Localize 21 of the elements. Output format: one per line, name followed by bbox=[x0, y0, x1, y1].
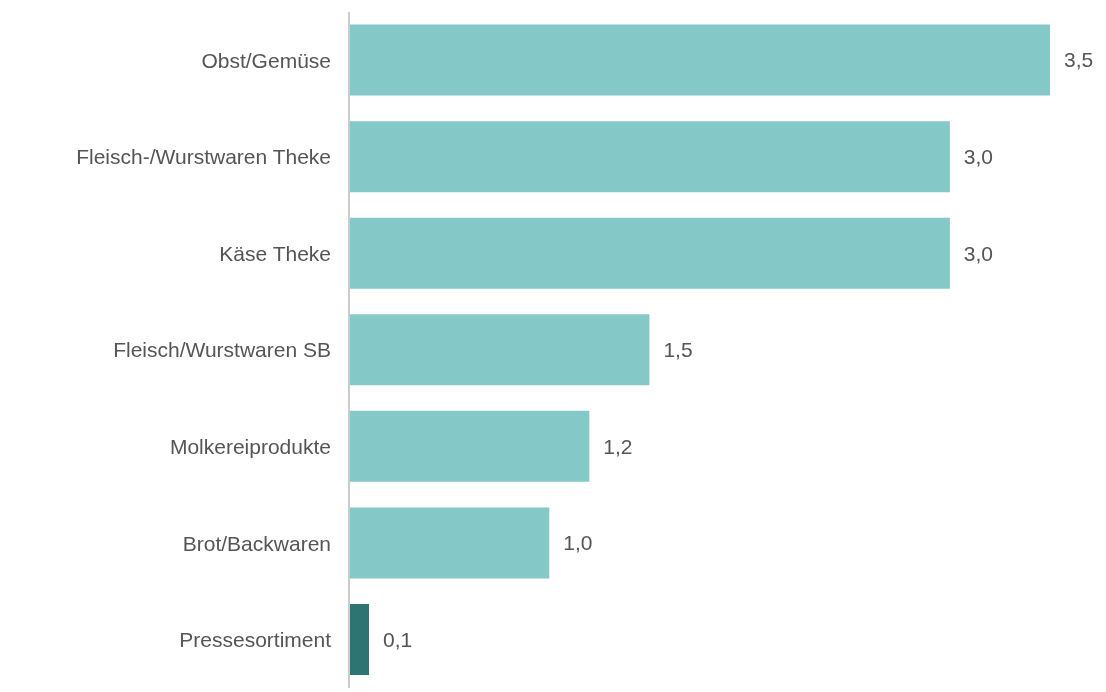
data-label: 0,1 bbox=[383, 627, 413, 651]
data-label: 1,5 bbox=[663, 338, 693, 362]
y-tick-label: Molkereiprodukte bbox=[169, 435, 331, 459]
bar bbox=[349, 507, 550, 579]
y-tick-label: Obst/Gemüse bbox=[201, 48, 331, 72]
bar bbox=[349, 314, 650, 386]
bar bbox=[349, 121, 950, 193]
data-label: 3,0 bbox=[963, 241, 994, 265]
data-label: 1,0 bbox=[563, 531, 593, 555]
bar bbox=[349, 603, 370, 675]
data-label: 3,0 bbox=[963, 144, 994, 168]
bar bbox=[349, 217, 950, 289]
y-tick-label: Fleisch/Wurstwaren SB bbox=[113, 338, 331, 362]
bar bbox=[349, 410, 590, 482]
data-label: 1,2 bbox=[603, 434, 633, 458]
y-tick-label: Brot/Backwaren bbox=[182, 531, 331, 555]
y-tick-label: Käse Theke bbox=[219, 241, 331, 265]
data-label: 3,5 bbox=[1064, 48, 1094, 72]
bar bbox=[349, 24, 1050, 96]
y-tick-label: Fleisch-/Wurstwaren Theke bbox=[76, 145, 331, 169]
y-tick-label: Pressesortiment bbox=[179, 628, 332, 652]
